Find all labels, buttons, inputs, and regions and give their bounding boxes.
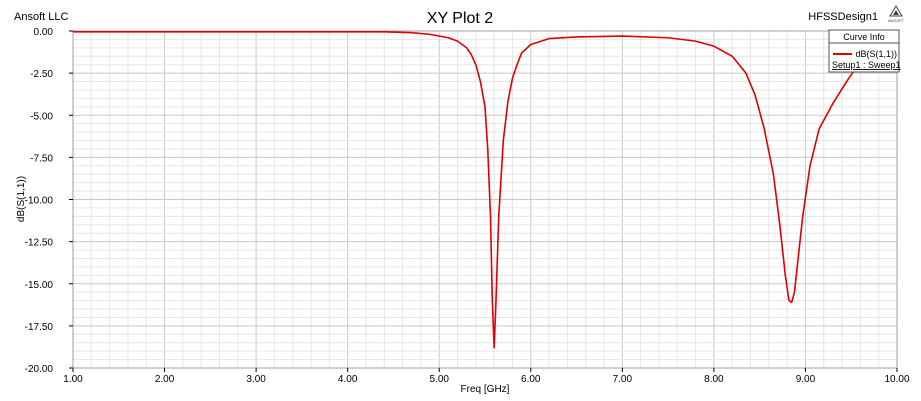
x-tick-label: 3.00 xyxy=(246,374,266,385)
company-label: Ansoft LLC xyxy=(14,11,68,23)
x-axis-ticks: 1.00 2.00 3.00 4.00 5.00 6.00 7.00 8.00 9.00 10.0… xyxy=(63,368,910,385)
legend-frame xyxy=(828,29,900,73)
x-tick-label: 1.00 xyxy=(63,374,83,385)
y-tick-label: -7.50 xyxy=(30,153,53,164)
y-tick-label: -5.00 xyxy=(30,111,53,122)
x-axis-label: Freq [GHz] xyxy=(461,384,510,395)
legend-box[interactable]: Curve Info dB(S(1,1)) Setup1 : Sweep1 xyxy=(828,29,901,73)
legend-series-name: dB(S(1,1)) xyxy=(855,49,897,59)
y-tick-label: -15.00 xyxy=(25,280,54,291)
plot-grid xyxy=(72,30,898,369)
x-tick-label: 9.00 xyxy=(796,374,816,385)
x-tick-label: 7.00 xyxy=(613,374,633,385)
x-tick-label: 6.00 xyxy=(521,374,541,385)
y-tick-label: -2.50 xyxy=(30,69,53,80)
x-tick-label: 5.00 xyxy=(429,374,449,385)
x-tick-label: 2.00 xyxy=(155,374,175,385)
y-tick-label: -17.50 xyxy=(25,322,54,333)
ansoft-logo-icon: ANSOFT xyxy=(888,5,905,23)
y-tick-label: 0.00 xyxy=(34,27,54,38)
series-line xyxy=(73,31,880,349)
x-tick-label: 10.00 xyxy=(884,374,909,385)
x-tick-label: 8.00 xyxy=(704,374,724,385)
legend-title: Curve Info xyxy=(843,32,885,42)
logo-text: ANSOFT xyxy=(888,18,905,23)
x-tick-label: 4.00 xyxy=(338,374,358,385)
y-axis-label: dB(S(1,1)) xyxy=(16,176,27,222)
y-tick-label: -20.00 xyxy=(25,364,54,375)
legend-setup: Setup1 : Sweep1 xyxy=(832,60,901,70)
y-axis-ticks: 0.00 -2.50 -5.00 -7.50 -10.00 -12.50 -15.00 -17… xyxy=(25,27,73,375)
design-label: HFSSDesign1 xyxy=(808,11,878,23)
y-tick-label: -12.50 xyxy=(25,238,54,249)
y-tick-label: -10.00 xyxy=(25,196,54,207)
chart-title: XY Plot 2 xyxy=(427,10,494,27)
curve-layer xyxy=(73,31,880,349)
